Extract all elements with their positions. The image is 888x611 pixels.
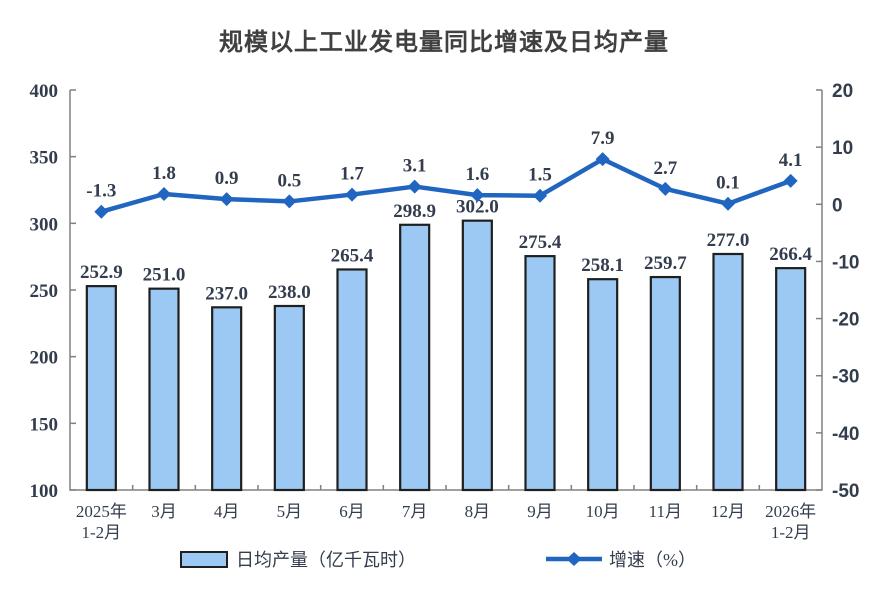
left-axis-tick-label: 350: [30, 148, 59, 169]
line-marker-diamond: [533, 188, 547, 203]
x-category-label: 8月: [465, 502, 491, 521]
line-value-label: 1.8: [152, 163, 176, 184]
left-axis-tick-label: 400: [30, 81, 59, 102]
line-value-label: 1.6: [465, 164, 489, 185]
right-axis-tick-label: 20: [832, 81, 853, 102]
bar-value-label: 302.0: [456, 197, 499, 218]
bar-value-label: 298.9: [393, 201, 436, 222]
left-axis-tick-label: 150: [30, 414, 59, 435]
line-marker-diamond: [721, 196, 735, 211]
line-marker-diamond: [595, 152, 610, 167]
line-marker-diamond: [282, 194, 297, 209]
right-axis-tick-label: -40: [832, 424, 859, 445]
x-category-label: 6月: [339, 502, 365, 521]
bar: [461, 219, 493, 492]
line-marker-diamond: [470, 188, 485, 203]
line-value-label: 2.7: [653, 158, 677, 179]
x-category-label: 9月: [527, 502, 553, 521]
x-category-label: 2026年: [765, 502, 816, 521]
line-value-label: 1.7: [340, 164, 364, 185]
x-category-label: 12月: [711, 502, 745, 521]
line-value-label: 4.1: [779, 150, 803, 171]
bar: [524, 255, 556, 492]
right-axis-tick-label: -20: [832, 310, 859, 331]
line-marker-diamond: [407, 179, 422, 194]
legend-line-swatch-icon: [546, 552, 602, 566]
right-axis-tick-label: -30: [832, 367, 859, 388]
line-value-label: 1.5: [528, 165, 552, 186]
line-marker-diamond: [219, 192, 234, 207]
left-axis-tick-label: 300: [30, 214, 59, 235]
bar: [85, 285, 117, 492]
right-axis-tick-label: -10: [832, 252, 859, 273]
bar: [211, 306, 243, 492]
bar-value-label: 238.0: [268, 282, 311, 303]
bar-value-label: 251.0: [143, 265, 186, 286]
bar: [587, 278, 619, 492]
bar: [775, 267, 807, 492]
bar: [712, 252, 744, 492]
x-category-label: 4月: [214, 502, 240, 521]
bar-value-label: 258.1: [581, 255, 624, 276]
legend-line-label: 增速（%）: [609, 550, 696, 570]
x-category-label: 1-2月: [771, 523, 811, 542]
bar: [649, 275, 681, 492]
left-axis-tick-label: 250: [30, 281, 59, 302]
x-category-label: 7月: [402, 502, 428, 521]
x-category-label: 1-2月: [81, 523, 121, 542]
bar: [399, 223, 431, 492]
line-value-label: 7.9: [591, 128, 615, 149]
right-axis-tick-label: -50: [832, 481, 859, 502]
line-marker-diamond: [157, 187, 171, 201]
line-value-label: 0.5: [277, 170, 301, 191]
x-category-label: 3月: [151, 502, 177, 521]
bar-value-label: 237.0: [205, 283, 248, 304]
bar-value-label: 275.4: [519, 232, 562, 253]
bar-value-label: 259.7: [644, 253, 687, 274]
line-value-label: 3.1: [403, 156, 427, 177]
x-category-label: 11月: [649, 502, 682, 521]
line-marker-diamond: [94, 204, 109, 219]
right-axis-tick-label: 0: [832, 195, 843, 216]
line-marker-diamond: [658, 181, 673, 196]
line-marker-diamond: [783, 173, 798, 188]
bar-value-label: 252.9: [80, 262, 123, 283]
axis-frame: [69, 90, 823, 491]
x-category-label: 10月: [586, 502, 620, 521]
x-category-label: 5月: [277, 502, 303, 521]
legend-bar-swatch-icon: [180, 550, 228, 568]
legend-bar-label: 日均产量（亿千瓦时）: [236, 550, 416, 570]
chart-title: 规模以上工业发电量同比增速及日均产量: [219, 29, 669, 56]
bar-value-label: 265.4: [331, 245, 374, 266]
bar-value-label: 277.0: [707, 230, 750, 251]
left-axis-tick-label: 100: [30, 481, 59, 502]
line-value-label: 0.9: [215, 168, 239, 189]
bar: [148, 287, 180, 492]
left-axis-tick-label: 200: [30, 348, 59, 369]
bar: [273, 304, 305, 492]
bar: [336, 268, 368, 492]
legend: 日均产量（亿千瓦时） 增速（%）: [0, 549, 888, 573]
growth-line: [99, 156, 793, 214]
bar-value-label: 266.4: [769, 244, 812, 265]
right-axis-tick-label: 10: [832, 138, 853, 159]
line-value-label: 0.1: [716, 173, 740, 194]
line-marker-diamond: [345, 187, 359, 202]
legend-item-daily-output: 日均产量（亿千瓦时）: [180, 549, 416, 570]
legend-item-growth-rate: 增速（%）: [545, 549, 696, 570]
x-category-label: 2025年: [76, 502, 127, 521]
line-value-label: -1.3: [86, 181, 116, 202]
